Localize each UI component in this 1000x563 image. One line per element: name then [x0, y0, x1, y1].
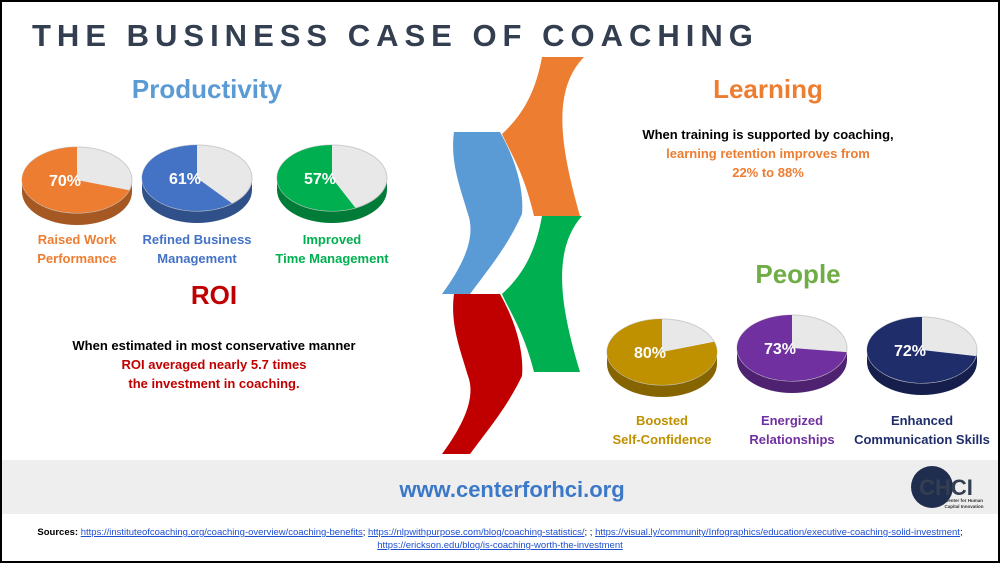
pie-slice: [736, 315, 847, 382]
pie: 73% Energized Relationships: [736, 314, 848, 447]
pie-label: Refined Business: [142, 232, 251, 247]
pie: 70% Raised Work Performance: [21, 146, 133, 266]
pie-label: Energized: [761, 413, 823, 428]
pie-value: 73%: [764, 341, 796, 358]
url[interactable]: www.centerforhci.org: [398, 477, 624, 502]
text-line: 22% to 88%: [732, 165, 804, 180]
logo-text: Center for Human: [945, 498, 983, 503]
separator: ; ;: [584, 527, 596, 538]
source-link[interactable]: https://visual.ly/community/Infographics…: [595, 527, 960, 538]
arrow-roi: [442, 294, 523, 454]
pie-label: Enhanced: [891, 413, 953, 428]
pie-label: Time Management: [275, 251, 389, 266]
pie: 80% Boosted Self-Confidence: [606, 318, 718, 447]
pie-label: Communication Skills: [854, 432, 990, 447]
pie-label: Relationships: [749, 432, 834, 447]
arrow-productivity: [442, 132, 523, 294]
footer-band: [2, 460, 998, 514]
pie-slice: [607, 319, 717, 385]
logo-circle: [911, 466, 953, 508]
pie-label: Self-Confidence: [613, 432, 712, 447]
logo-mark: CHCI: [919, 475, 973, 500]
pie-value: 57%: [304, 171, 336, 188]
text-line: learning retention improves from: [666, 146, 870, 161]
source-link[interactable]: https://nlpwithpurpose.com/blog/coaching…: [368, 527, 585, 538]
pie-value: 70%: [49, 173, 81, 190]
sources-label: Sources:: [37, 527, 79, 538]
section-heading: ROI: [191, 280, 237, 310]
pie: 72% Enhanced Communication Skills: [854, 316, 990, 447]
pie-slice: [867, 317, 977, 383]
text-line: When training is supported by coaching,: [642, 127, 893, 142]
pie-value: 61%: [169, 171, 201, 188]
pie: 57% Improved Time Management: [275, 144, 389, 266]
pie-label: Raised Work: [38, 232, 117, 247]
pie-label: Boosted: [636, 413, 688, 428]
pie-slice: [277, 145, 356, 211]
pie-slice: [142, 145, 233, 211]
section-heading: Learning: [713, 74, 823, 104]
pie-label: Management: [157, 251, 237, 266]
source-link[interactable]: https://instituteofcoaching.org/coaching…: [80, 527, 363, 538]
arrow-learning: [502, 57, 584, 216]
text-line: the investment in coaching.: [128, 376, 299, 391]
source-link[interactable]: https://erickson.edu/blog/is-coaching-wo…: [377, 540, 623, 551]
pie-label: Performance: [37, 251, 116, 266]
arrow-people: [502, 216, 582, 372]
separator: ;: [362, 527, 368, 538]
arrows: [442, 57, 584, 454]
text-line: When estimated in most conservative mann…: [72, 338, 355, 353]
section-heading: Productivity: [132, 74, 283, 104]
pie-value: 80%: [634, 345, 666, 362]
text-line: ROI averaged nearly 5.7 times: [122, 357, 307, 372]
pie-slice: [21, 147, 130, 213]
logo: CHCI Center for Human Capital Innovation: [911, 466, 984, 509]
pie: 61% Refined Business Management: [141, 144, 253, 266]
pie-label: Improved: [303, 232, 362, 247]
logo-text: Capital Innovation: [944, 504, 983, 509]
pie-value: 72%: [894, 343, 926, 360]
sources: Sources: https://instituteofcoaching.org…: [2, 526, 998, 552]
title: THE BUSINESS CASE OF COACHING: [32, 18, 759, 53]
section-heading: People: [755, 259, 840, 289]
separator: ;: [959, 527, 963, 538]
